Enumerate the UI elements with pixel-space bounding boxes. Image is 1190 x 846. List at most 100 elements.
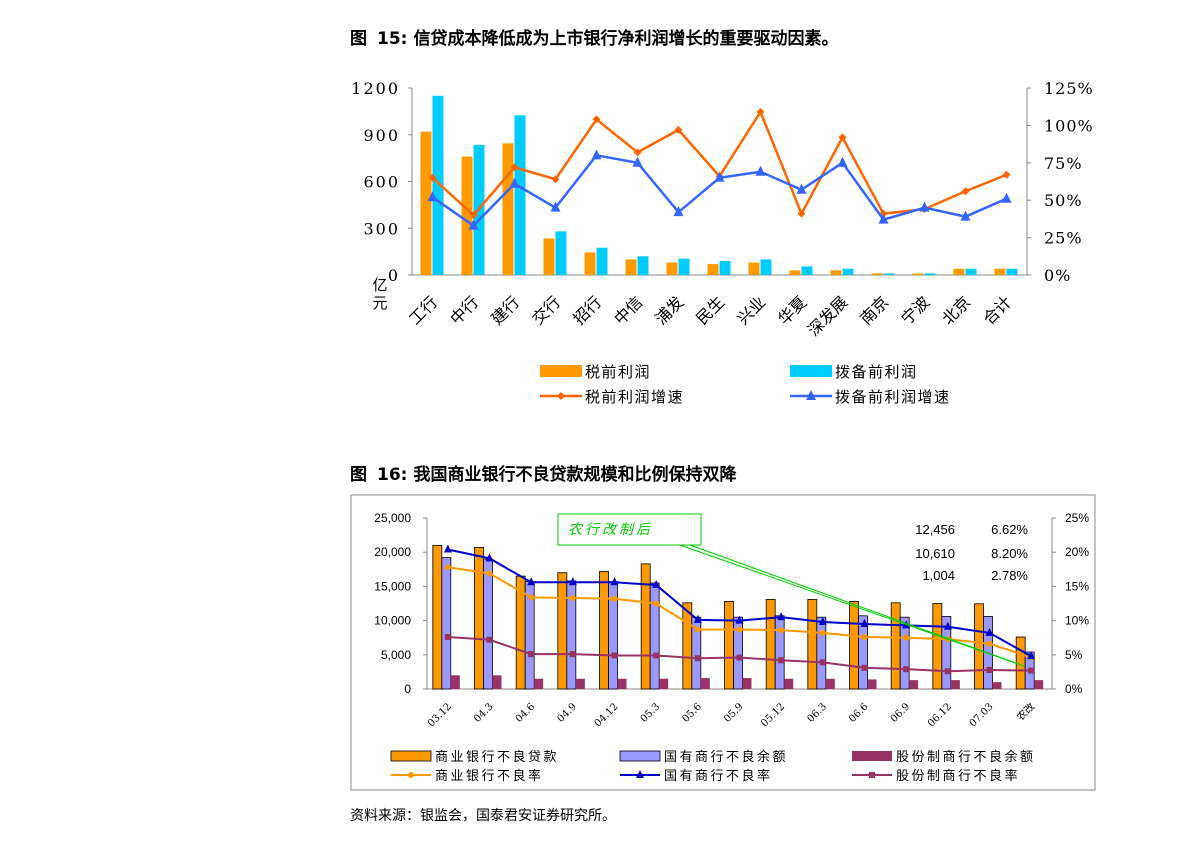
figure-15-caption: 信贷成本降低成为上市银行净利润增长的重要驱动因素。 [413, 29, 839, 49]
x-tick-label: 06.12 [926, 701, 954, 729]
bar-state-npl [816, 616, 827, 690]
y2-tick-label: 100% [1044, 116, 1094, 135]
bar-pretax-profit [461, 156, 473, 275]
y2-tick-label: 10% [1065, 614, 1089, 628]
annotation-ratio: 2.78% [991, 568, 1028, 583]
bar-preprovision-profit [842, 268, 854, 275]
point-preprovision-growth [960, 210, 971, 221]
legend-swatch [852, 751, 892, 761]
x-tick-label: 06.6 [847, 701, 871, 725]
bar-commercial-npl [765, 598, 776, 690]
point-preprovision-growth [550, 201, 561, 212]
legend-label: 拨备前利润增速 [835, 388, 951, 406]
point-jointstock-npl-ratio [736, 654, 743, 661]
bar-commercial-npl [599, 570, 609, 690]
legend-label: 税前利润增速 [585, 388, 684, 406]
point-pretax-growth [1002, 170, 1011, 179]
callout-arrow-line-b [689, 544, 1025, 667]
y-tick-label: 300 [363, 219, 400, 238]
bar-jointstock-npl [700, 678, 710, 689]
bar-jointstock-npl [742, 678, 752, 689]
y-tick-label: 15,000 [374, 579, 411, 593]
bar-commercial-npl [640, 563, 651, 690]
legend-label: 国有商行不良率 [664, 768, 773, 784]
y-tick-label: 900 [363, 126, 400, 145]
point-jointstock-npl-ratio [819, 659, 826, 666]
bar-pretax-profit [502, 143, 514, 275]
legend-swatch [540, 365, 582, 377]
point-pretax-growth [797, 209, 806, 218]
legend-label: 股份制商行不良余额 [896, 749, 1036, 765]
point-commercial-npl-ratio [444, 564, 451, 571]
point-preprovision-growth [1001, 192, 1012, 203]
figure-16-caption: 我国商业银行不良贷款规模和比例保持双降 [413, 465, 737, 485]
bar-preprovision-profit [432, 95, 444, 276]
x-tick-label: 04.9 [555, 701, 579, 725]
point-commercial-npl-ratio [986, 640, 993, 647]
legend-marker [557, 392, 565, 400]
x-tick-label: 06.3 [805, 701, 829, 725]
bar-jointstock-npl [617, 678, 627, 689]
bar-pretax-profit [871, 273, 883, 275]
annotation-ratio: 6.62% [991, 522, 1028, 537]
point-state-npl-ratio [1027, 651, 1036, 660]
y2-tick-label: 20% [1065, 545, 1089, 559]
legend-label: 税前利润 [585, 363, 651, 381]
point-jointstock-npl-ratio [444, 634, 451, 641]
point-preprovision-growth [755, 165, 766, 176]
point-commercial-npl-ratio [694, 626, 701, 633]
point-state-npl-ratio [443, 544, 452, 553]
bar-preprovision-profit [965, 268, 977, 275]
point-state-npl-ratio [485, 553, 494, 562]
bar-pretax-profit [584, 252, 596, 275]
point-jointstock-npl-ratio [944, 668, 951, 675]
legend-marker [806, 390, 816, 400]
x-tick-label: 农改 [1014, 700, 1037, 723]
bar-preprovision-profit [514, 115, 526, 275]
bar-state-npl [858, 615, 868, 690]
bar-pretax-profit [707, 264, 719, 275]
legend-marker [869, 772, 875, 778]
point-commercial-npl-ratio [903, 634, 910, 641]
point-preprovision-growth [673, 206, 684, 217]
annotation-value: 1,004 [922, 568, 955, 583]
point-jointstock-npl-ratio [903, 666, 910, 673]
bar-state-npl [899, 616, 910, 690]
point-jointstock-npl-ratio [611, 652, 618, 659]
chart-frame [350, 494, 1096, 791]
y2-tick-label: 0% [1044, 266, 1071, 285]
legend-label: 商业银行不良率 [435, 768, 544, 784]
bar-jointstock-npl [909, 680, 919, 689]
bar-commercial-npl [974, 603, 984, 690]
figure-15-number: 15: [377, 29, 408, 49]
bar-pretax-profit [830, 270, 842, 275]
bar-commercial-npl [682, 602, 693, 690]
bar-state-npl [483, 558, 493, 690]
bar-commercial-npl [557, 572, 568, 690]
bar-preprovision-profit [760, 259, 772, 275]
point-commercial-npl-ratio [611, 595, 618, 602]
point-preprovision-growth [878, 213, 889, 224]
y-tick-label: 1200 [351, 79, 400, 98]
point-state-npl-ratio [735, 615, 744, 624]
y2-tick-label: 125% [1044, 79, 1094, 98]
point-jointstock-npl-ratio [569, 651, 576, 658]
y-tick-label: 10,000 [374, 614, 411, 628]
point-state-npl-ratio [527, 577, 536, 586]
point-jointstock-npl-ratio [653, 652, 660, 659]
x-tick-label: 07.03 [968, 701, 996, 729]
point-state-npl-ratio [777, 612, 786, 621]
legend-marker [408, 772, 414, 778]
legend-label: 商业银行不良贷款 [435, 749, 559, 765]
bar-commercial-npl [807, 598, 818, 690]
y-tick-label: 25,000 [374, 511, 411, 525]
y-tick-label: 20,000 [374, 545, 411, 559]
point-pretax-growth [674, 125, 683, 134]
point-preprovision-growth [427, 191, 438, 202]
annotation-value: 10,610 [915, 546, 955, 561]
legend-label: 股份制商行不良率 [896, 768, 1020, 784]
point-pretax-growth [510, 163, 519, 172]
x-tick-label: 04.12 [593, 701, 621, 729]
bar-commercial-npl [932, 603, 943, 690]
y-tick-label: 600 [363, 173, 400, 192]
